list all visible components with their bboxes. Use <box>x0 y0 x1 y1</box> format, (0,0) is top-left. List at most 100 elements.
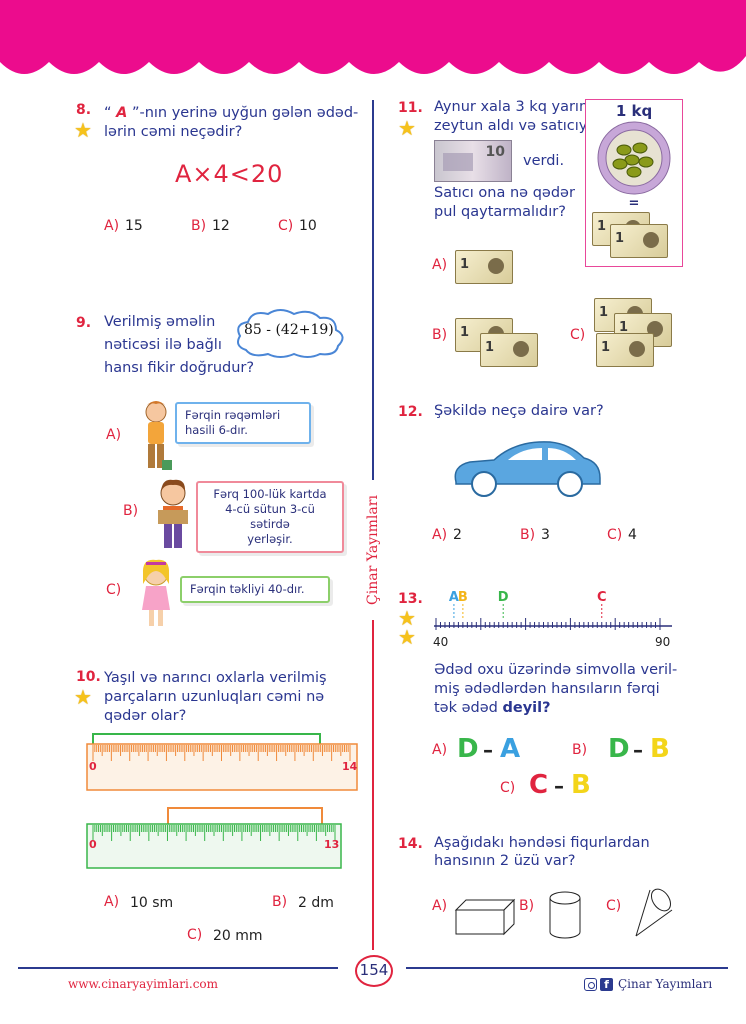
question-11-line1: Aynur xala 3 kq yarım <box>434 99 594 115</box>
manat-bill-icon[interactable]: 1 <box>455 250 513 284</box>
q11-option-a-label: A) <box>432 257 448 273</box>
question-13-line1: Ədəd oxu üzərində simvolla veril- <box>434 662 678 678</box>
question-14-line2: hansının 2 üzü var? <box>434 853 576 869</box>
q11-option-b-label: B) <box>432 327 448 343</box>
question-9-line2: nəticəsi ilə bağlı <box>104 337 222 353</box>
q14-option-b-label: B) <box>519 898 535 914</box>
column-divider-top <box>372 100 374 480</box>
footer-line-right <box>406 967 728 969</box>
q12-option-b-label: B) <box>520 527 536 543</box>
q9-option-a-label: A) <box>106 427 122 443</box>
number-line-start: 40 <box>433 635 449 649</box>
question-11-line5: pul qaytarmalıdır? <box>434 204 566 220</box>
facebook-icon[interactable]: f <box>600 978 613 991</box>
ruler-2-end: 13 <box>324 838 340 851</box>
manat-bill-icon: 1 <box>610 224 668 258</box>
letter-c-icon[interactable]: C <box>529 770 549 800</box>
q13-option-c-label: C) <box>500 780 516 796</box>
question-9-number: 9. <box>76 315 92 331</box>
question-13-line3: tək ədəd deyil? <box>434 700 551 716</box>
letter-d-icon[interactable]: D <box>608 734 630 764</box>
footer-website[interactable]: www.cinaryayimlari.com <box>68 977 219 991</box>
instagram-icon[interactable] <box>584 978 597 991</box>
car-icon <box>454 441 601 497</box>
ruler-2-start: 0 <box>89 838 97 851</box>
q12-option-c-label: C) <box>607 527 623 543</box>
q13-option-a-label: A) <box>432 742 448 758</box>
letter-a-icon[interactable]: A <box>500 734 521 764</box>
manat-bill-icon[interactable]: 1 <box>596 333 654 367</box>
minus-sign: – <box>554 774 564 798</box>
letter-b-icon[interactable]: B <box>650 734 670 764</box>
page-number-circle: 154 <box>355 955 393 987</box>
marker-b-label: B <box>458 590 468 605</box>
ruler-1-end: 14 <box>342 760 358 773</box>
ruler-2 <box>86 807 342 869</box>
q8-option-b-value[interactable]: 12 <box>212 218 230 234</box>
star-icon: ★ <box>74 118 92 142</box>
question-9-line3: hansı fikir doğrudur? <box>104 360 255 376</box>
q10-option-b-value[interactable]: 2 dm <box>298 895 334 911</box>
q10-option-a-label: A) <box>104 894 120 910</box>
olive-price-box: 1 kq = 1 1 <box>585 99 683 267</box>
question-11-line3: verdi. <box>523 153 565 169</box>
q10-option-a-value[interactable]: 10 sm <box>130 895 174 911</box>
q14-option-a-label: A) <box>432 898 448 914</box>
cone-icon[interactable] <box>632 886 676 940</box>
q8-option-a-label: A) <box>104 218 120 234</box>
header-wave <box>0 0 746 74</box>
footer-brand: Çinar Yayımları <box>618 977 713 991</box>
marker-a-label: A <box>449 590 459 605</box>
question-8-number: 8. <box>76 102 92 118</box>
boy-reading-icon <box>158 479 188 548</box>
question-11-number: 11. <box>398 100 423 116</box>
olive-weight-label: 1 kq <box>615 102 653 120</box>
question-12-text: Şəkildə neçə dairə var? <box>434 403 604 419</box>
question-10-line2: parçaların uzunluqları cəmi nə <box>104 689 325 705</box>
q8-option-a-value[interactable]: 15 <box>125 218 143 234</box>
cylinder-icon[interactable] <box>547 890 583 940</box>
question-10-line3: qədər olar? <box>104 708 187 724</box>
q12-option-c-value[interactable]: 4 <box>628 527 637 543</box>
question-8-expression: A×4<20 <box>175 160 284 188</box>
q14-option-c-label: C) <box>606 898 622 914</box>
q9-option-b-label: B) <box>123 503 139 519</box>
star-icon: ★ <box>398 116 416 140</box>
question-9-line1: Verilmiş əməlin <box>104 314 216 330</box>
boy-figure-icon <box>145 401 172 470</box>
letter-b-icon[interactable]: B <box>571 770 591 800</box>
q9-bubble-a[interactable]: Fərqin rəqəmləri hasili 6-dır. <box>175 402 311 444</box>
question-12-number: 12. <box>398 404 423 420</box>
cloud-expression: 85 - (42+19) <box>244 322 334 338</box>
manat-bill-icon[interactable]: 1 <box>480 333 538 367</box>
q9-bubble-b[interactable]: Fərq 100-lük kartda 4-cü sütun 3-cü səti… <box>196 481 344 553</box>
marker-d-label: D <box>498 590 509 605</box>
ruler-1-start: 0 <box>89 760 97 773</box>
page-number: 154 <box>359 961 389 979</box>
q13-option-b-label: B) <box>572 742 588 758</box>
star-icon: ★ <box>74 685 92 709</box>
question-11-line2: zeytun aldı və satıcıya <box>434 118 597 134</box>
q12-option-b-value[interactable]: 3 <box>541 527 550 543</box>
olive-plate-icon <box>597 121 671 195</box>
star-icon: ★ <box>398 625 416 649</box>
question-14-number: 14. <box>398 836 423 852</box>
q10-option-c-value[interactable]: 20 mm <box>213 928 263 944</box>
q12-option-a-value[interactable]: 2 <box>453 527 462 543</box>
rectangular-prism-icon[interactable] <box>454 898 516 936</box>
q9-bubble-c[interactable]: Fərqin təkliyi 40-dır. <box>180 576 330 603</box>
side-label-box: Çinar Yayımları <box>359 480 387 620</box>
ten-manat-note-icon: 10 <box>434 140 512 182</box>
q8-option-b-label: B) <box>191 218 207 234</box>
q11-option-c-label: C) <box>570 327 586 343</box>
letter-d-icon[interactable]: D <box>457 734 479 764</box>
q8-option-c-label: C) <box>278 218 294 234</box>
cloud-shape <box>237 309 344 358</box>
column-divider-bottom <box>372 620 374 950</box>
marker-c-label: C <box>597 590 607 605</box>
q8-option-c-value[interactable]: 10 <box>299 218 317 234</box>
question-10-number: 10. <box>76 669 101 685</box>
minus-sign: – <box>633 738 643 762</box>
q9-option-c-label: C) <box>106 582 122 598</box>
question-13-number: 13. <box>398 591 423 607</box>
